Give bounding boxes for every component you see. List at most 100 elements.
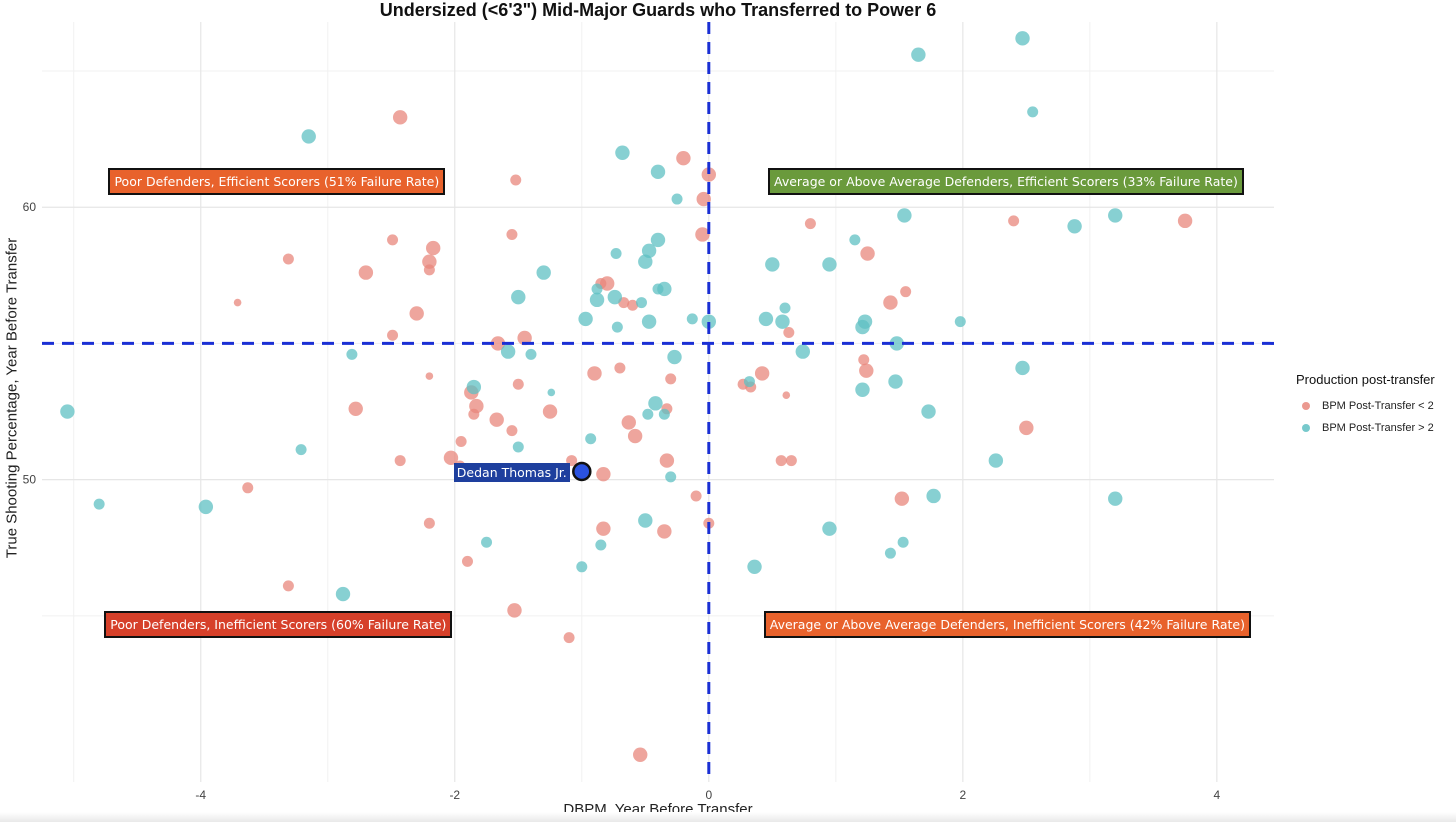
- y-tick-label: 50: [23, 473, 37, 487]
- data-point-high-bpm: [911, 47, 926, 62]
- data-point-high-bpm: [511, 289, 526, 305]
- data-point-high-bpm: [889, 336, 904, 351]
- quadrant-label-2: Average or Above Average Defenders, Effi…: [768, 167, 1244, 195]
- legend-label-low-bpm: BPM Post-Transfer < 2: [1322, 400, 1434, 412]
- data-point-high-bpm: [536, 265, 551, 280]
- data-point-high-bpm: [481, 536, 493, 548]
- data-point-low-bpm: [542, 404, 558, 419]
- data-point-low-bpm: [506, 228, 518, 240]
- data-point-low-bpm: [507, 603, 522, 618]
- data-point-low-bpm: [633, 747, 648, 762]
- data-point-high-bpm: [775, 314, 790, 329]
- data-point-high-bpm: [897, 208, 912, 223]
- data-point-low-bpm: [782, 391, 791, 399]
- data-point-high-bpm: [500, 344, 516, 359]
- data-point-low-bpm: [387, 234, 399, 246]
- data-point-high-bpm: [607, 289, 623, 305]
- data-point-low-bpm: [510, 174, 522, 186]
- data-point-high-bpm: [822, 521, 837, 536]
- data-point-high-bpm: [650, 164, 666, 180]
- y-tick-label: 60: [23, 200, 37, 214]
- chart-title: Undersized (<6'3") Mid-Major Guards who …: [379, 0, 937, 20]
- data-point-low-bpm: [490, 336, 506, 351]
- data-point-low-bpm: [425, 240, 441, 256]
- data-point-high-bpm: [576, 561, 588, 573]
- data-point-high-bpm: [60, 404, 75, 419]
- bottom-edge-shadow: [0, 812, 1456, 822]
- x-tick-label: 4: [1214, 788, 1221, 802]
- data-point-high-bpm: [301, 129, 316, 144]
- data-point-high-bpm: [585, 433, 597, 445]
- data-point-low-bpm: [461, 555, 473, 567]
- data-point-high-bpm: [926, 488, 941, 504]
- data-point-high-bpm: [954, 316, 966, 328]
- data-point-low-bpm: [657, 524, 672, 539]
- quadrant-label-1: Poor Defenders, Efficient Scorers (51% F…: [108, 167, 446, 195]
- data-point-high-bpm: [547, 388, 556, 397]
- data-point-high-bpm: [921, 404, 936, 419]
- data-point-high-bpm: [1067, 219, 1082, 234]
- data-point-high-bpm: [765, 257, 780, 272]
- data-point-high-bpm: [849, 234, 861, 246]
- data-point-low-bpm: [690, 490, 702, 502]
- data-point-low-bpm: [423, 517, 435, 529]
- data-point-high-bpm: [779, 302, 791, 314]
- legend-marker-low-bpm: [1302, 402, 1310, 410]
- data-point-low-bpm: [858, 354, 870, 366]
- data-point-low-bpm: [785, 455, 797, 467]
- legend-item-low-bpm: BPM Post-Transfer < 2: [1296, 395, 1456, 417]
- data-point-high-bpm: [652, 283, 664, 295]
- data-point-low-bpm: [455, 435, 467, 447]
- data-point-low-bpm: [242, 482, 254, 494]
- data-point-high-bpm: [589, 292, 605, 308]
- data-point-high-bpm: [615, 145, 630, 160]
- data-point-high-bpm: [610, 248, 622, 260]
- legend-label-high-bpm: BPM Post-Transfer > 2: [1322, 422, 1434, 434]
- legend-marker-high-bpm: [1302, 424, 1310, 432]
- data-point-low-bpm: [425, 372, 434, 380]
- data-point-high-bpm: [686, 313, 698, 325]
- x-tick-label: -4: [195, 788, 206, 802]
- data-point-low-bpm: [443, 450, 459, 466]
- data-point-high-bpm: [642, 408, 654, 420]
- data-point-low-bpm: [409, 306, 424, 321]
- data-point-low-bpm: [614, 362, 626, 374]
- data-point-high-bpm: [658, 408, 670, 420]
- data-point-low-bpm: [627, 299, 639, 311]
- data-point-low-bpm: [282, 253, 294, 265]
- data-point-low-bpm: [900, 286, 912, 298]
- data-point-low-bpm: [422, 254, 437, 269]
- data-point-low-bpm: [894, 491, 910, 506]
- data-point-high-bpm: [1015, 360, 1030, 376]
- data-point-low-bpm: [468, 408, 480, 420]
- data-point-low-bpm: [783, 327, 795, 339]
- legend: Production post-transfer BPM Post-Transf…: [1296, 372, 1456, 439]
- data-point-low-bpm: [775, 455, 787, 467]
- data-point-high-bpm: [466, 379, 482, 395]
- x-tick-label: 2: [959, 788, 966, 802]
- data-point-high-bpm: [667, 349, 682, 365]
- data-point-low-bpm: [423, 264, 435, 276]
- highlight-label: Dedan Thomas Jr.: [453, 462, 570, 482]
- data-point-low-bpm: [804, 218, 816, 230]
- data-point-low-bpm: [883, 295, 898, 310]
- data-point-high-bpm: [747, 559, 762, 575]
- data-point-high-bpm: [346, 348, 358, 360]
- data-point-high-bpm: [595, 539, 607, 551]
- data-point-low-bpm: [506, 425, 518, 437]
- data-point-high-bpm: [743, 376, 755, 388]
- data-point-low-bpm: [695, 227, 710, 242]
- data-point-low-bpm: [859, 363, 874, 378]
- data-point-high-bpm: [198, 499, 214, 515]
- data-point-high-bpm: [93, 498, 105, 510]
- data-point-high-bpm: [525, 348, 537, 360]
- data-point-low-bpm: [1008, 215, 1020, 227]
- data-point-high-bpm: [888, 374, 903, 389]
- data-point-low-bpm: [754, 366, 770, 381]
- highlight-point: [572, 461, 592, 482]
- data-point-low-bpm: [1177, 213, 1193, 229]
- legend-title: Production post-transfer: [1296, 372, 1435, 387]
- data-point-low-bpm: [489, 412, 504, 427]
